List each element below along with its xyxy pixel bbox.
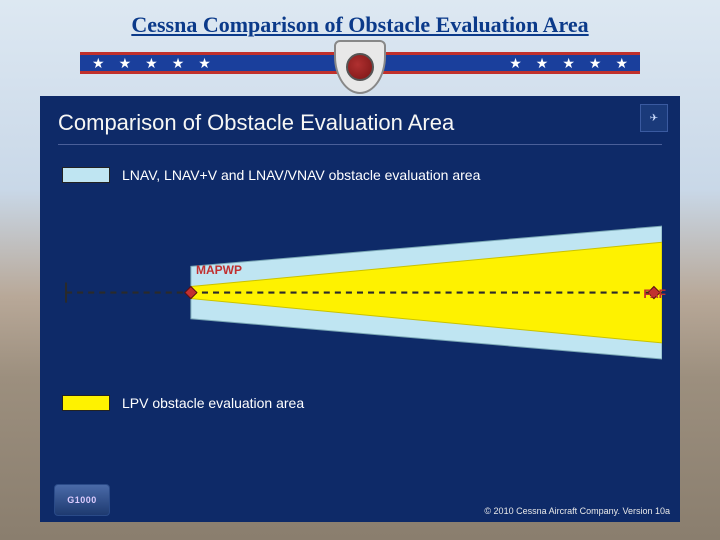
shield-inner-icon <box>346 53 374 81</box>
cessna-logo-icon: ✈ <box>640 104 668 132</box>
page-title: Cessna Comparison of Obstacle Evaluation… <box>0 12 720 38</box>
faf-label: FAF <box>643 287 666 301</box>
mapwp-label: MAPWP <box>196 263 242 277</box>
star-icon: ★ <box>119 56 132 70</box>
ribbon: ★ ★ ★ ★ ★ ★ ★ ★ ★ ★ <box>80 46 640 82</box>
legend-lpv-label: LPV obstacle evaluation area <box>122 395 304 411</box>
stars-right: ★ ★ ★ ★ ★ <box>509 56 628 70</box>
star-icon: ★ <box>198 56 211 70</box>
header: Cessna Comparison of Obstacle Evaluation… <box>0 0 720 82</box>
shield-icon <box>334 40 386 94</box>
slide: Cessna Comparison of Obstacle Evaluation… <box>0 0 720 540</box>
g1000-badge-icon: G1000 <box>54 484 110 516</box>
star-icon: ★ <box>145 56 158 70</box>
obstacle-area-diagram: MAPWP FAF <box>58 207 662 377</box>
panel-footer: G1000 © 2010 Cessna Aircraft Company. Ve… <box>54 484 670 516</box>
stars-left: ★ ★ ★ ★ ★ <box>92 56 211 70</box>
legend-lpv: LPV obstacle evaluation area <box>62 395 662 411</box>
legend-lnav: LNAV, LNAV+V and LNAV/VNAV obstacle eval… <box>62 167 662 183</box>
copyright-text: © 2010 Cessna Aircraft Company. Version … <box>484 506 670 516</box>
panel-title: Comparison of Obstacle Evaluation Area <box>58 110 662 145</box>
star-icon: ★ <box>589 56 602 70</box>
star-icon: ★ <box>562 56 575 70</box>
swatch-lnav <box>62 167 110 183</box>
star-icon: ★ <box>509 56 522 70</box>
diagram-svg <box>58 207 662 378</box>
g1000-badge-text: G1000 <box>67 495 97 505</box>
swatch-lpv <box>62 395 110 411</box>
star-icon: ★ <box>92 56 105 70</box>
star-icon: ★ <box>536 56 549 70</box>
star-icon: ★ <box>615 56 628 70</box>
legend-lnav-label: LNAV, LNAV+V and LNAV/VNAV obstacle eval… <box>122 167 480 183</box>
content-panel: ✈ Comparison of Obstacle Evaluation Area… <box>40 96 680 522</box>
star-icon: ★ <box>172 56 185 70</box>
